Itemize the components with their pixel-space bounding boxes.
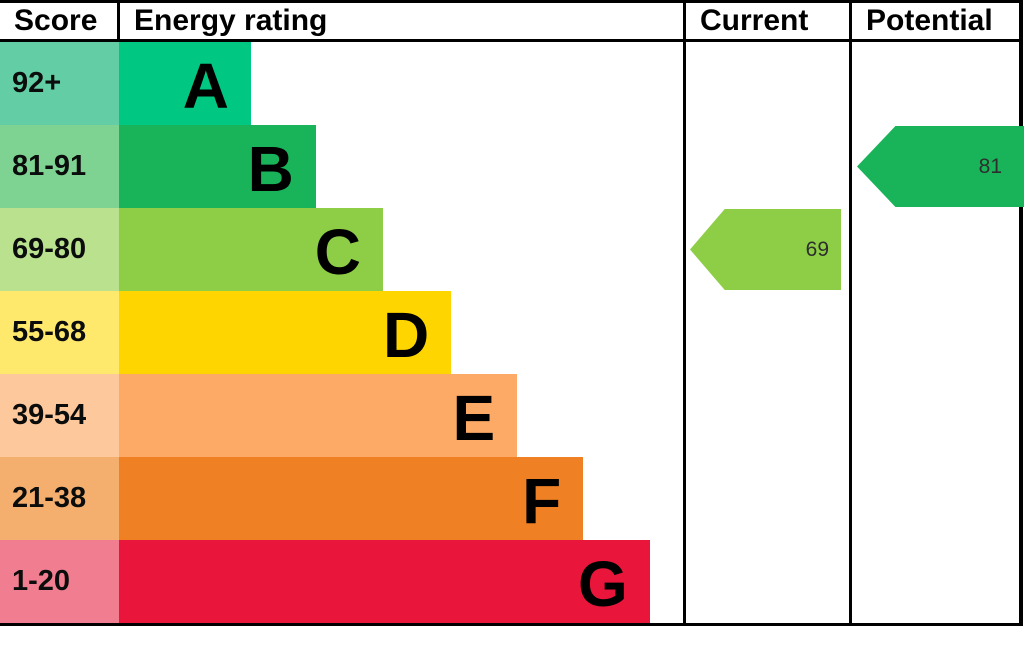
divider-score-rating <box>117 0 120 42</box>
divider-right-edge <box>1019 0 1023 626</box>
rating-bar-b: B <box>119 125 316 208</box>
bar-area-f: F <box>119 457 683 540</box>
band-row-f: 21-38 F <box>0 457 1023 540</box>
rating-bar-g: G <box>119 540 650 623</box>
potential-arrow: 81 <box>857 126 1024 207</box>
score-range-e: 39-54 <box>0 374 119 457</box>
chart-bottom-border <box>0 623 1023 626</box>
bar-area-d: D <box>119 291 683 374</box>
current-arrow: 69 <box>690 209 841 290</box>
band-letter-e: E <box>452 381 496 454</box>
band-letter-b: B <box>247 132 294 205</box>
bar-area-g: G <box>119 540 683 623</box>
band-row-a: 92+ A <box>0 42 1023 125</box>
bar-area-a: A <box>119 42 683 125</box>
band-rows: 92+ A 81-91 B 69-80 C 55-68 D 39-54 E 21-38 F 1-20 G <box>0 42 1023 623</box>
score-range-g: 1-20 <box>0 540 119 623</box>
bar-area-c: C <box>119 208 683 291</box>
rating-bar-f: F <box>119 457 584 540</box>
bar-area-b: B <box>119 125 683 208</box>
band-letter-c: C <box>314 215 361 288</box>
current-value: 69 <box>805 237 829 261</box>
band-letter-f: F <box>522 464 562 537</box>
score-range-b: 81-91 <box>0 125 119 208</box>
header-score: Score <box>14 4 98 37</box>
potential-value: 81 <box>978 154 1002 178</box>
band-row-d: 55-68 D <box>0 291 1023 374</box>
rating-bar-d: D <box>119 291 452 374</box>
band-row-b: 81-91 B <box>0 125 1023 208</box>
band-row-g: 1-20 G <box>0 540 1023 623</box>
band-letter-a: A <box>182 49 229 122</box>
band-letter-d: D <box>382 298 430 371</box>
rating-bar-c: C <box>119 208 383 291</box>
band-row-c: 69-80 C <box>0 208 1023 291</box>
score-range-f: 21-38 <box>0 457 119 540</box>
band-row-e: 39-54 E <box>0 374 1023 457</box>
bar-area-e: E <box>119 374 683 457</box>
header-current: Current <box>700 4 809 37</box>
divider-rating-current <box>683 0 686 626</box>
band-letter-g: G <box>577 547 628 620</box>
score-range-d: 55-68 <box>0 291 119 374</box>
score-range-a: 92+ <box>0 42 119 125</box>
rating-bar-a: A <box>119 42 251 125</box>
header-energy-rating: Energy rating <box>134 4 328 37</box>
rating-bar-e: E <box>119 374 518 457</box>
score-range-c: 69-80 <box>0 208 119 291</box>
header-potential: Potential <box>866 4 993 37</box>
header-row: Score Energy rating Current Potential <box>0 0 1023 42</box>
divider-current-potential <box>849 0 852 626</box>
